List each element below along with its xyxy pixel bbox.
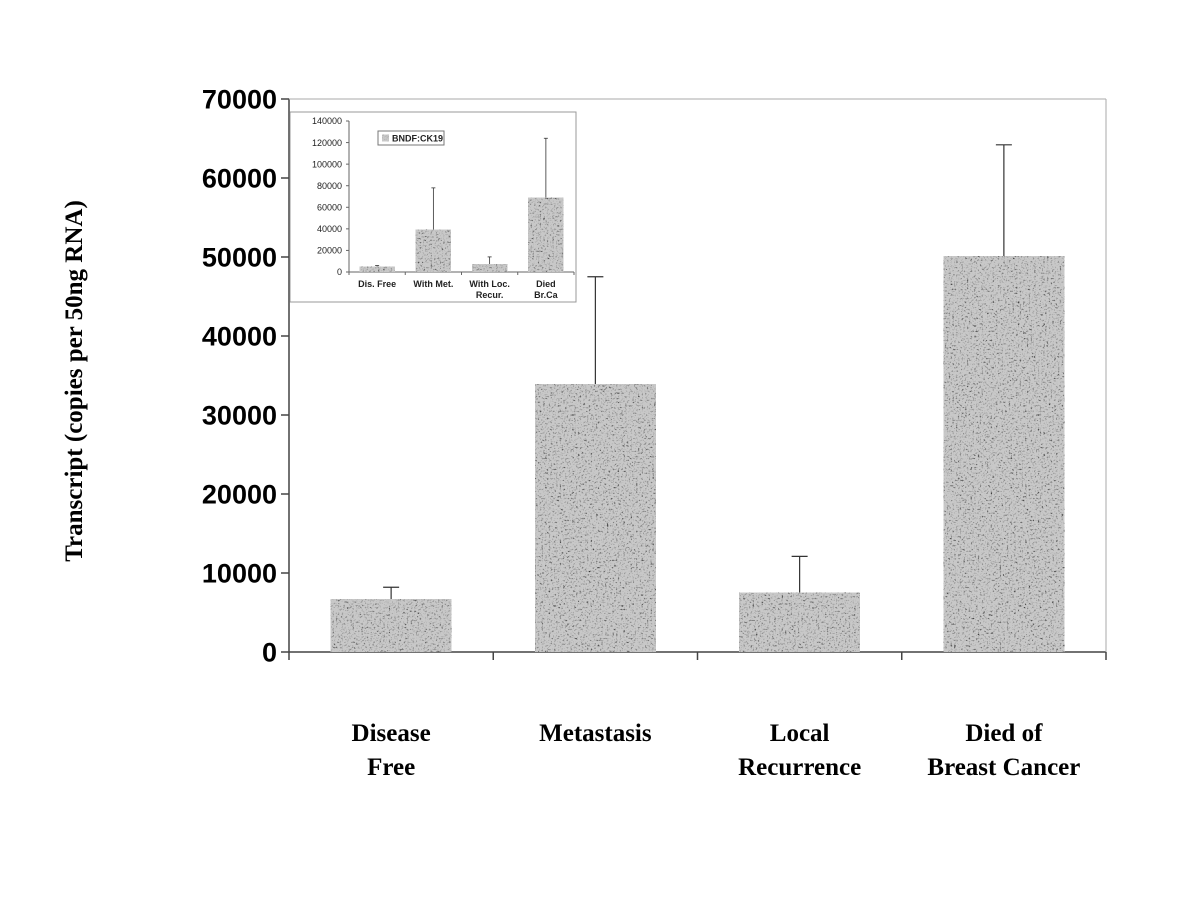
y-tick-label: 140000 bbox=[312, 116, 342, 126]
x-category-label: Recur. bbox=[476, 290, 504, 300]
main-chart: 0 10000 20000 30000 40000 50000 60000 70000 Dise… bbox=[61, 85, 1107, 781]
y-tick-label: 0 bbox=[337, 267, 342, 277]
bar bbox=[359, 266, 395, 273]
x-category-label: Dis. Free bbox=[358, 279, 396, 289]
bar bbox=[415, 229, 452, 273]
y-tick-label: 80000 bbox=[317, 181, 342, 191]
x-category-label: Free bbox=[367, 754, 415, 781]
x-category-label: Br.Ca bbox=[534, 290, 559, 300]
bar bbox=[528, 197, 564, 273]
y-tick-label: 60000 bbox=[202, 164, 277, 194]
bar bbox=[943, 255, 1065, 653]
bar bbox=[534, 383, 657, 653]
x-category-label: Metastasis bbox=[539, 720, 652, 747]
x-category-label: Local bbox=[770, 720, 830, 747]
legend-box bbox=[377, 130, 445, 146]
y-tick-label: 10000 bbox=[202, 559, 277, 589]
x-category-label: Died of bbox=[965, 720, 1043, 747]
y-tick-label: 40000 bbox=[202, 322, 277, 352]
bar bbox=[738, 592, 861, 653]
y-tick-label: 50000 bbox=[202, 243, 277, 273]
x-category-label: Died bbox=[536, 279, 556, 289]
x-category-label: With Loc. bbox=[469, 279, 509, 289]
y-tick-label: 30000 bbox=[202, 401, 277, 431]
legend-swatch bbox=[382, 134, 389, 142]
y-tick-label: 70000 bbox=[202, 85, 277, 115]
y-tick-label: 20000 bbox=[317, 246, 342, 256]
x-category-label: Breast Cancer bbox=[927, 754, 1080, 781]
y-tick-label: 40000 bbox=[317, 224, 342, 234]
legend-label: BNDF:CK19 bbox=[392, 134, 443, 144]
y-tick-label: 20000 bbox=[202, 480, 277, 510]
inset-chart: 0 20000 40000 60000 80000 100000 120000 140000 D… bbox=[289, 111, 577, 303]
x-category-label: With Met. bbox=[413, 279, 453, 289]
bar bbox=[330, 598, 452, 653]
x-category-label: Recurrence bbox=[738, 754, 861, 781]
y-tick-label: 120000 bbox=[312, 138, 342, 148]
y-tick-label: 60000 bbox=[317, 203, 342, 213]
x-category-label: Disease bbox=[352, 720, 431, 747]
bar bbox=[471, 264, 508, 273]
y-tick-label: 0 bbox=[262, 638, 277, 668]
y-axis-title: Transcript (copies per 50ng RNA) bbox=[61, 200, 88, 562]
y-tick-label: 100000 bbox=[312, 159, 342, 169]
